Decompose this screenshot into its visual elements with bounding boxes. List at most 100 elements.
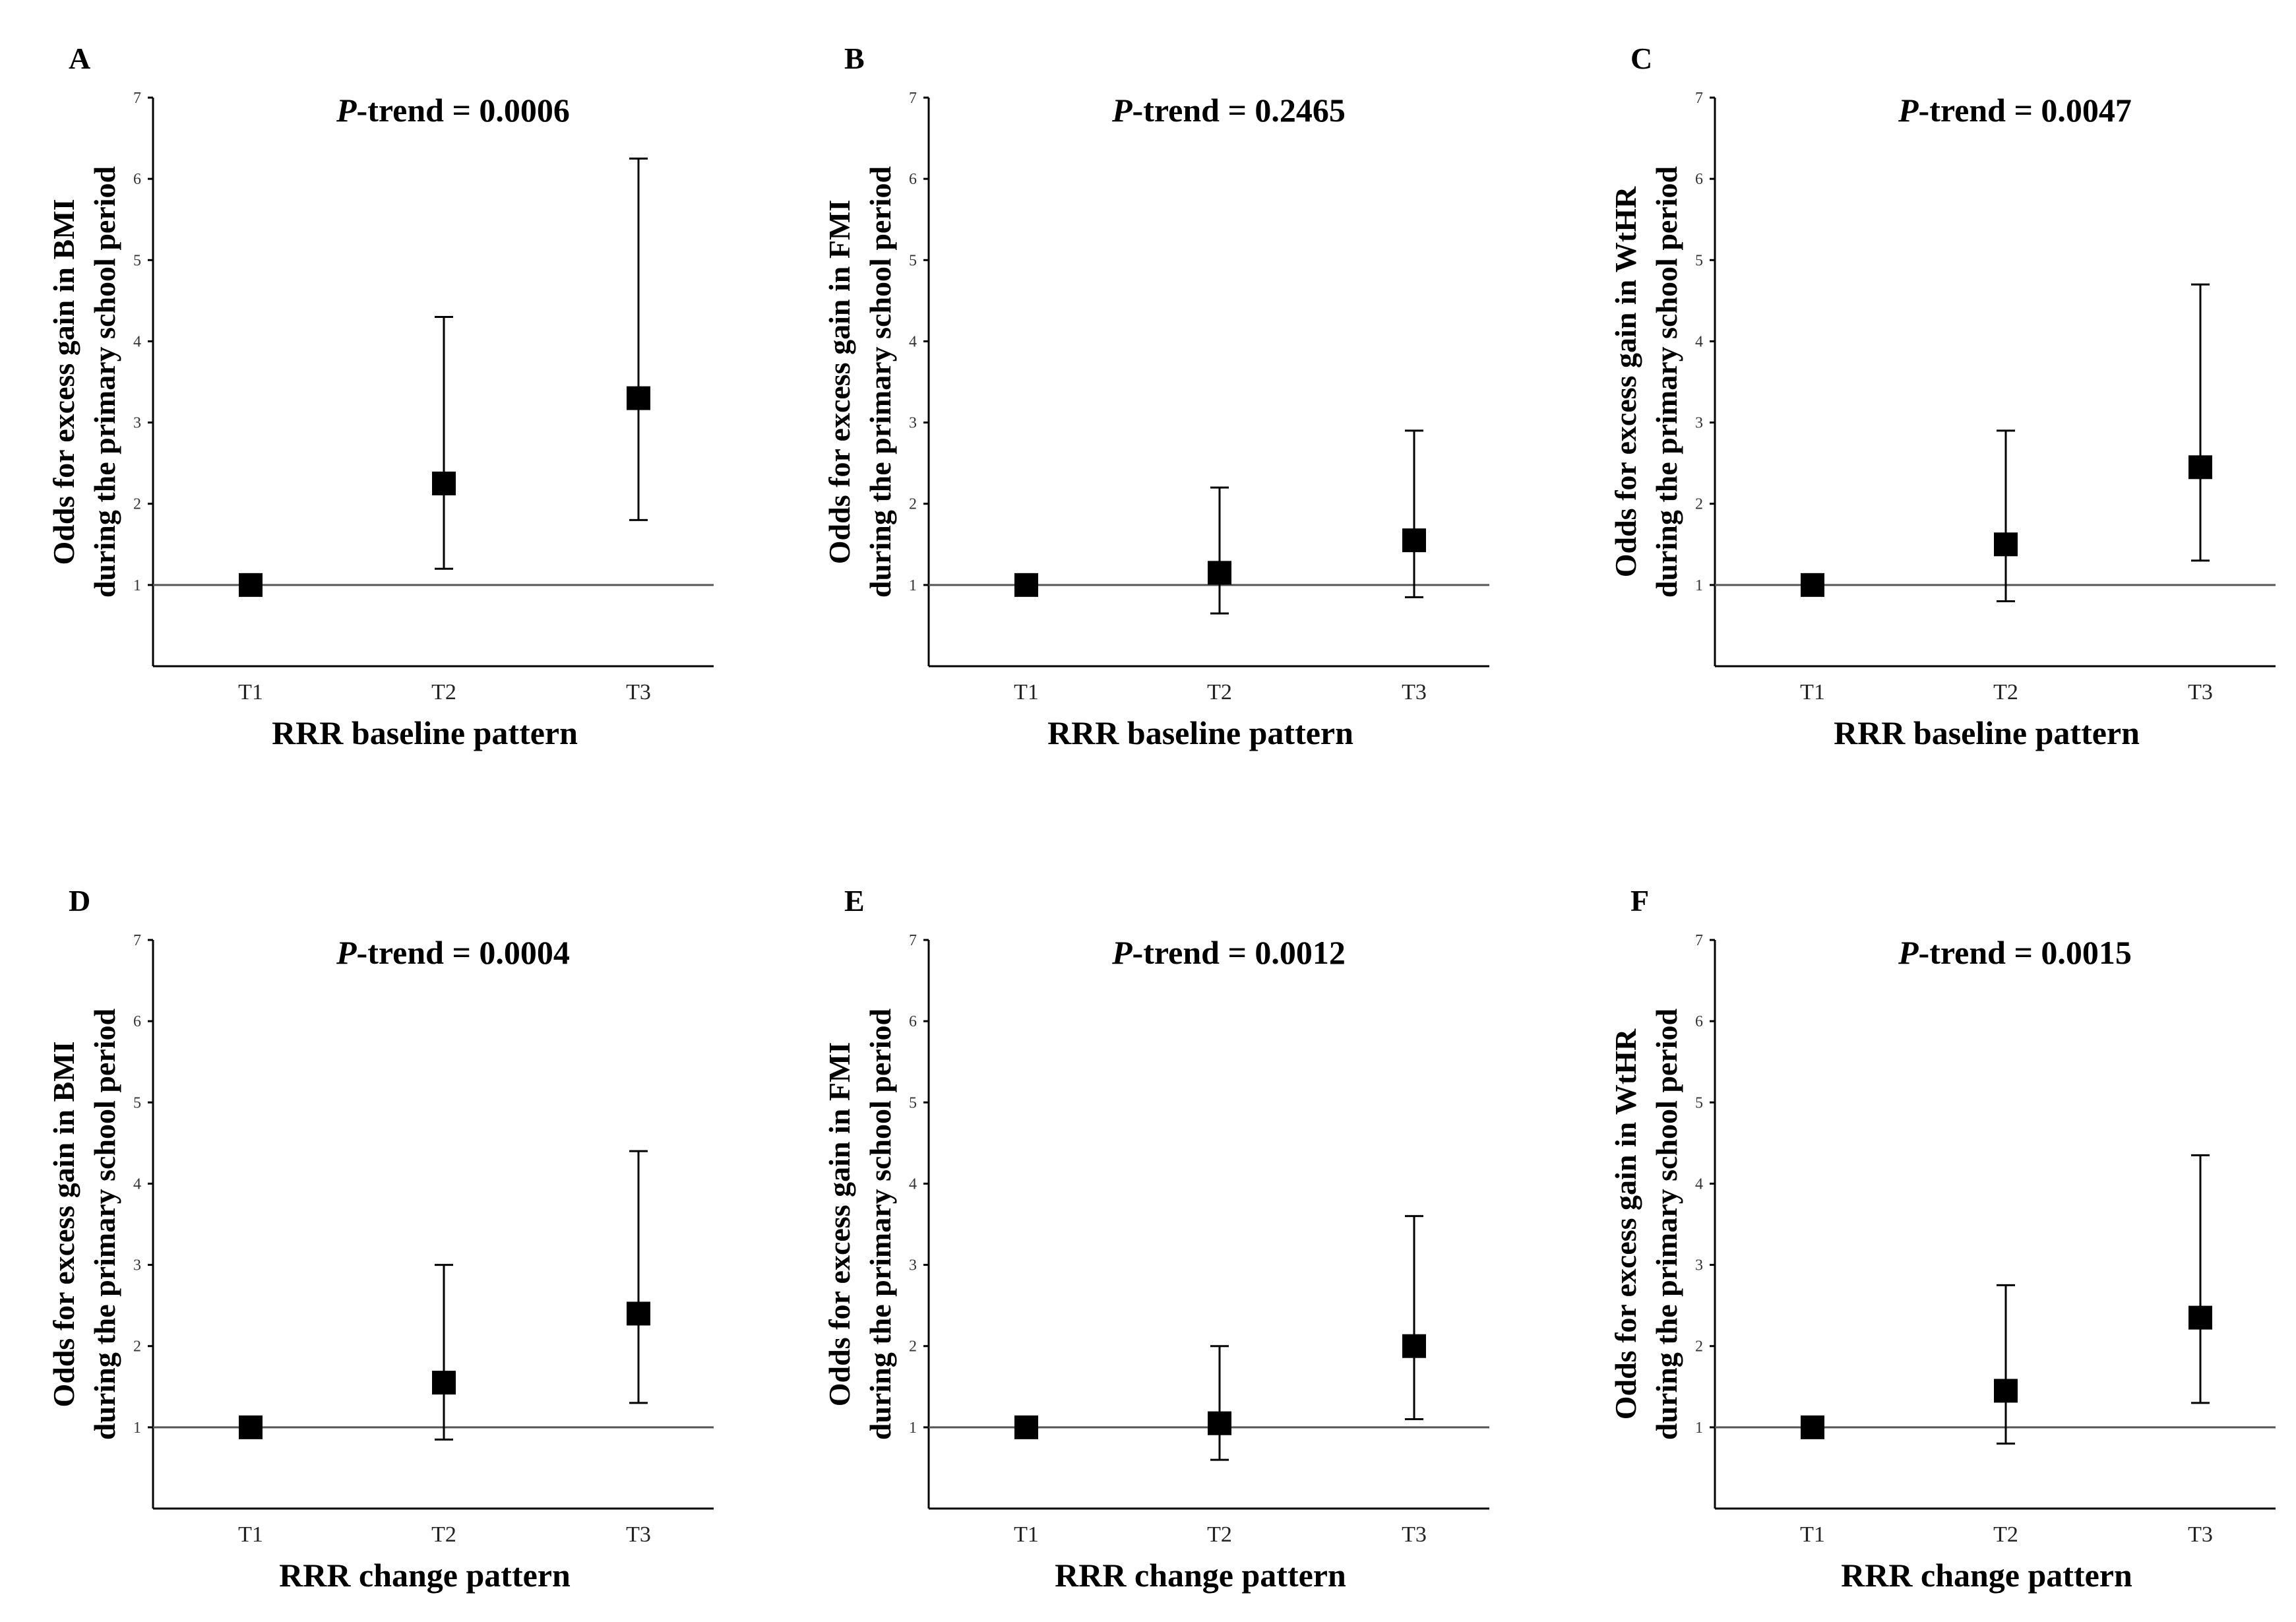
chart-panel-f: F P-trend = 0.0015 1 2 3 4 5 6 7 T1 T2 T3 RRR change… xyxy=(1609,884,2276,1594)
x-tick-label-t1: T1 xyxy=(238,680,263,704)
point-marker-t3 xyxy=(627,1301,650,1326)
p-trend-title: P-trend = 0.0047 xyxy=(1898,92,2132,129)
p-trend-value: -trend = 0.0012 xyxy=(1132,934,1346,971)
chart-panel-a: A P-trend = 0.0006 1 2 3 4 5 6 7 T1 T2 T3 RRR baseli… xyxy=(47,42,714,751)
y-tick-label: 3 xyxy=(133,1257,141,1274)
p-trend-value: -trend = 0.0015 xyxy=(1919,934,2132,971)
y-tick-label: 5 xyxy=(133,252,141,269)
y-axis-label-line1: Odds for excess gain in FMI xyxy=(822,1042,856,1406)
point-marker-t1 xyxy=(1801,573,1824,597)
y-tick-label: 7 xyxy=(133,90,141,107)
y-tick-label: 2 xyxy=(1695,496,1703,513)
p-trend-p: P xyxy=(1111,934,1132,971)
y-axis-label-line1: Odds for excess gain in WtHR xyxy=(1609,1028,1642,1419)
p-trend-title: P-trend = 0.2465 xyxy=(1111,92,1346,129)
y-tick-label: 4 xyxy=(133,333,141,350)
y-tick-label: 2 xyxy=(133,1338,141,1356)
point-marker-t2 xyxy=(1208,1411,1231,1435)
y-axis-label-line2: during the primary school period xyxy=(1650,1008,1683,1440)
y-axis-label-line2: during the primary school period xyxy=(863,166,897,598)
y-tick-label: 5 xyxy=(909,252,917,269)
p-trend-p: P xyxy=(336,934,357,971)
y-tick-label: 5 xyxy=(133,1094,141,1111)
point-marker-t2 xyxy=(1994,532,2018,557)
point-marker-t1 xyxy=(239,573,263,597)
y-axis-label-line2: during the primary school period xyxy=(863,1008,897,1440)
y-axis-label-line2: during the primary school period xyxy=(1650,166,1683,598)
point-marker-t2 xyxy=(432,1371,456,1395)
panel-letter: D xyxy=(69,884,90,918)
x-tick-label-t1: T1 xyxy=(1800,680,1825,704)
x-tick-label-t3: T3 xyxy=(2188,1522,2213,1547)
point-marker-t3 xyxy=(627,386,650,410)
x-tick-label-t2: T2 xyxy=(1207,680,1232,704)
y-tick-label: 6 xyxy=(909,1013,917,1030)
y-tick-label: 1 xyxy=(133,577,141,594)
y-tick-label: 3 xyxy=(1695,1257,1703,1274)
panels-group: A P-trend = 0.0006 1 2 3 4 5 6 7 T1 T2 T3 RRR baseli… xyxy=(47,42,2276,1594)
point-marker-t1 xyxy=(239,1415,263,1439)
y-tick-label: 6 xyxy=(133,1013,141,1030)
chart-panel-e: E P-trend = 0.0012 1 2 3 4 5 6 7 T1 T2 T3 RRR change… xyxy=(822,884,1489,1594)
y-tick-label: 6 xyxy=(133,171,141,188)
x-axis-label: RRR baseline pattern xyxy=(1834,714,2140,751)
x-axis-label: RRR baseline pattern xyxy=(1047,714,1353,751)
x-axis-label: RRR change pattern xyxy=(1841,1557,2132,1594)
y-tick-label: 7 xyxy=(1695,932,1703,949)
point-marker-t1 xyxy=(1014,1415,1038,1439)
y-tick-label: 1 xyxy=(1695,1419,1703,1437)
p-trend-p: P xyxy=(1111,92,1132,129)
y-tick-label: 3 xyxy=(909,1257,917,1274)
y-axis-label-line1: Odds for excess gain in BMI xyxy=(47,1041,80,1407)
y-tick-label: 4 xyxy=(1695,333,1703,350)
point-marker-t2 xyxy=(432,471,456,495)
x-tick-label-t3: T3 xyxy=(626,680,651,704)
y-tick-label: 1 xyxy=(133,1419,141,1437)
chart-panel-c: C P-trend = 0.0047 1 2 3 4 5 6 7 T1 T2 T3 RRR baseli… xyxy=(1609,42,2276,751)
point-marker-t2 xyxy=(1208,561,1231,585)
y-axis-label-line2: during the primary school period xyxy=(88,166,121,598)
point-marker-t3 xyxy=(1402,528,1426,553)
p-trend-value: -trend = 0.0004 xyxy=(357,934,570,971)
y-tick-label: 5 xyxy=(909,1094,917,1111)
y-tick-label: 2 xyxy=(909,496,917,513)
point-marker-t2 xyxy=(1994,1379,2018,1403)
chart-panel-b: B P-trend = 0.2465 1 2 3 4 5 6 7 T1 T2 T3 RRR baseli… xyxy=(822,42,1489,751)
x-tick-label-t1: T1 xyxy=(238,1522,263,1547)
panel-letter: C xyxy=(1630,42,1652,75)
x-axis-label: RRR change pattern xyxy=(1055,1557,1346,1594)
y-tick-label: 3 xyxy=(909,415,917,432)
p-trend-p: P xyxy=(1898,934,1919,971)
chart-panel-d: D P-trend = 0.0004 1 2 3 4 5 6 7 T1 T2 T3 RRR change… xyxy=(47,884,714,1594)
panel-letter: A xyxy=(69,42,90,75)
x-tick-label-t1: T1 xyxy=(1014,1522,1039,1547)
y-tick-label: 4 xyxy=(1695,1175,1703,1193)
p-trend-value: -trend = 0.0047 xyxy=(1919,92,2132,129)
point-marker-t3 xyxy=(2188,1305,2212,1330)
y-axis-label-line1: Odds for excess gain in WtHR xyxy=(1609,186,1642,577)
y-tick-label: 6 xyxy=(1695,171,1703,188)
p-trend-title: P-trend = 0.0006 xyxy=(336,92,570,129)
panel-letter: B xyxy=(844,42,865,75)
point-marker-t3 xyxy=(2188,455,2212,480)
y-tick-label: 4 xyxy=(909,333,917,350)
y-tick-label: 4 xyxy=(909,1175,917,1193)
point-marker-t3 xyxy=(1402,1334,1426,1358)
x-tick-label-t3: T3 xyxy=(626,1522,651,1547)
y-tick-label: 2 xyxy=(1695,1338,1703,1356)
y-tick-label: 1 xyxy=(909,577,917,594)
panel-letter: E xyxy=(844,884,865,918)
y-tick-label: 1 xyxy=(1695,577,1703,594)
point-marker-t1 xyxy=(1014,573,1038,597)
panel-letter: F xyxy=(1630,884,1649,918)
x-tick-label-t2: T2 xyxy=(1993,680,2018,704)
y-tick-label: 1 xyxy=(909,1419,917,1437)
x-tick-label-t2: T2 xyxy=(1207,1522,1232,1547)
y-axis-label-line2: during the primary school period xyxy=(88,1008,121,1440)
y-tick-label: 2 xyxy=(133,496,141,513)
x-axis-label: RRR change pattern xyxy=(279,1557,571,1594)
p-trend-title: P-trend = 0.0004 xyxy=(336,934,570,971)
x-axis-label: RRR baseline pattern xyxy=(272,714,578,751)
y-tick-label: 7 xyxy=(133,932,141,949)
